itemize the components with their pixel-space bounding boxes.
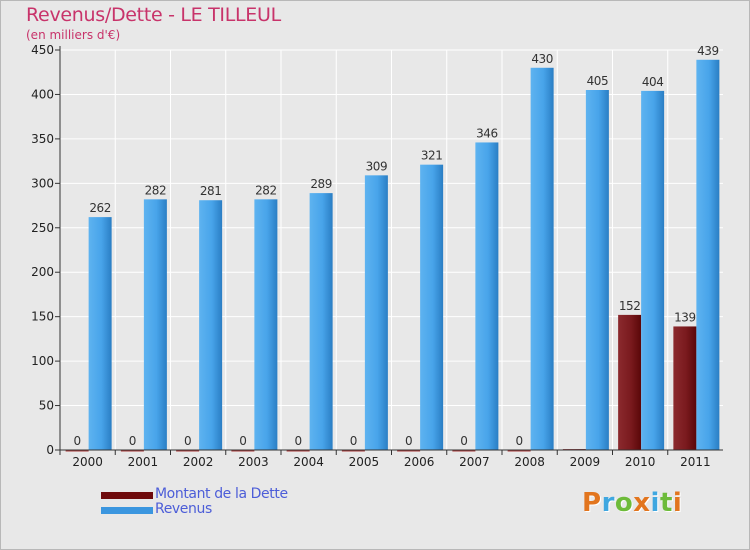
- data-label-dette-2010: 152: [619, 299, 640, 313]
- proxiti-logo: Proxiti: [582, 488, 683, 518]
- y-tick-label: 200: [31, 265, 54, 279]
- bar-revenus-2010: [641, 90, 665, 450]
- data-label-revenus-2010: 404: [642, 75, 663, 89]
- data-label-revenus-2007: 346: [476, 126, 497, 140]
- data-label-revenus-2002: 281: [200, 184, 221, 198]
- chart-subtitle: (en milliers d'€): [26, 28, 121, 42]
- y-tick-label: 350: [31, 132, 54, 146]
- x-tick-label: 2006: [404, 455, 435, 469]
- bar-revenus-2005: [364, 175, 388, 451]
- x-tick-label: 2004: [293, 455, 324, 469]
- bar-dette-2007: [452, 450, 476, 452]
- x-tick-label: 2009: [570, 455, 601, 469]
- bar-dette-2002: [176, 450, 200, 452]
- data-label-dette-2002: 0: [184, 434, 191, 448]
- bar-dette-2011: [673, 326, 697, 450]
- y-tick-label: 300: [31, 176, 54, 190]
- x-tick-label: 2000: [72, 455, 103, 469]
- legend-swatch-revenus: [101, 507, 153, 514]
- x-tick-label: 2008: [514, 455, 545, 469]
- x-tick-label: 2005: [349, 455, 380, 469]
- data-label-revenus-2005: 309: [366, 159, 387, 173]
- bar-dette-2005: [341, 450, 365, 452]
- data-label-dette-2011: 139: [674, 310, 695, 324]
- x-tick-label: 2010: [625, 455, 656, 469]
- data-label-dette-2000: 0: [74, 434, 81, 448]
- data-label-dette-2005: 0: [350, 434, 357, 448]
- bar-revenus-2003: [254, 199, 278, 450]
- data-label-revenus-2008: 430: [531, 52, 552, 66]
- y-tick-label: 400: [31, 87, 54, 101]
- bar-dette-2004: [286, 450, 310, 452]
- chart-title: Revenus/Dette - LE TILLEUL: [26, 4, 281, 26]
- data-label-dette-2003: 0: [239, 434, 246, 448]
- legend-label-dette: Montant de la Dette: [155, 486, 288, 502]
- data-label-revenus-2009: 405: [587, 74, 608, 88]
- bar-dette-2006: [397, 450, 421, 452]
- legend-label-revenus: Revenus: [155, 501, 212, 517]
- y-tick-label: 50: [39, 399, 54, 413]
- bar-revenus-2011: [696, 59, 720, 451]
- bar-dette-2001: [120, 450, 144, 452]
- data-label-revenus-2001: 282: [145, 183, 166, 197]
- x-tick-label: 2007: [459, 455, 490, 469]
- x-tick-label: 2002: [183, 455, 214, 469]
- bar-revenus-2000: [88, 217, 112, 450]
- x-tick-label: 2011: [680, 455, 711, 469]
- bar-dette-2003: [231, 450, 255, 452]
- y-tick-label: 250: [31, 221, 54, 235]
- data-label-dette-2001: 0: [129, 434, 136, 448]
- bar-revenus-2007: [475, 142, 499, 450]
- bar-revenus-2009: [585, 90, 609, 450]
- data-label-revenus-2011: 439: [697, 44, 718, 58]
- bar-revenus-2001: [143, 199, 167, 450]
- data-label-dette-2007: 0: [460, 434, 467, 448]
- bar-dette-2010: [618, 314, 642, 450]
- bar-revenus-2008: [530, 67, 554, 451]
- data-label-revenus-2000: 262: [89, 201, 110, 215]
- y-tick-label: 100: [31, 354, 54, 368]
- bar-revenus-2004: [309, 193, 333, 450]
- data-label-dette-2008: 0: [516, 434, 523, 448]
- bar-dette-2008: [507, 450, 531, 452]
- legend-swatch-dette: [101, 492, 153, 499]
- data-label-revenus-2004: 289: [310, 177, 331, 191]
- y-tick-label: 450: [31, 43, 54, 57]
- data-label-revenus-2003: 282: [255, 183, 276, 197]
- x-tick-label: 2003: [238, 455, 269, 469]
- data-label-revenus-2006: 321: [421, 149, 442, 163]
- data-label-dette-2004: 0: [295, 434, 302, 448]
- y-tick-label: 0: [46, 443, 54, 457]
- bar-revenus-2002: [199, 200, 223, 450]
- bar-revenus-2006: [420, 164, 444, 450]
- data-label-dette-2006: 0: [405, 434, 412, 448]
- x-tick-label: 2001: [128, 455, 159, 469]
- y-tick-label: 150: [31, 310, 54, 324]
- bar-dette-2000: [65, 450, 89, 452]
